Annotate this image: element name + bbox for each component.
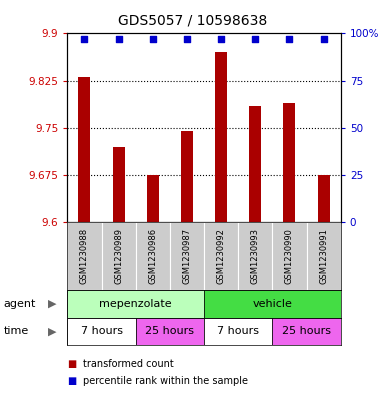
Bar (318, 175, 330, 222)
Bar (249, 106, 261, 222)
Bar (147, 175, 159, 222)
Text: GSM1230991: GSM1230991 (319, 228, 328, 284)
Text: time: time (4, 326, 29, 336)
Point (286, 36, 293, 42)
Bar (113, 147, 125, 222)
Bar (273, 318, 341, 345)
Text: ▶: ▶ (48, 299, 56, 309)
Bar (204, 290, 341, 318)
Text: ■: ■ (67, 376, 77, 386)
Text: ▶: ▶ (48, 326, 56, 336)
Text: GSM1230990: GSM1230990 (285, 228, 294, 284)
Text: GDS5057 / 10598638: GDS5057 / 10598638 (118, 14, 267, 28)
Text: GSM1230986: GSM1230986 (148, 228, 157, 284)
Text: mepenzolate: mepenzolate (99, 299, 172, 309)
Point (218, 36, 224, 42)
Text: GSM1230992: GSM1230992 (217, 228, 226, 284)
Bar (67, 222, 102, 290)
Bar (283, 103, 295, 222)
Bar (67, 318, 136, 345)
Text: transformed count: transformed count (83, 358, 174, 369)
Bar (238, 222, 273, 290)
Text: GSM1230993: GSM1230993 (251, 228, 260, 284)
Text: vehicle: vehicle (253, 299, 292, 309)
Text: ■: ■ (67, 358, 77, 369)
Bar (79, 77, 90, 222)
Bar (273, 222, 306, 290)
Bar (306, 222, 341, 290)
Text: percentile rank within the sample: percentile rank within the sample (83, 376, 248, 386)
Text: GSM1230989: GSM1230989 (114, 228, 123, 284)
Point (321, 36, 327, 42)
Bar (136, 318, 204, 345)
Text: agent: agent (4, 299, 36, 309)
Point (116, 36, 122, 42)
Point (184, 36, 190, 42)
Bar (204, 222, 238, 290)
Text: 25 hours: 25 hours (146, 326, 194, 336)
Text: 7 hours: 7 hours (80, 326, 122, 336)
Point (252, 36, 258, 42)
Bar (170, 222, 204, 290)
Text: GSM1230987: GSM1230987 (182, 228, 191, 284)
Bar (181, 131, 193, 222)
Bar (67, 290, 204, 318)
Bar (215, 52, 227, 222)
Text: 7 hours: 7 hours (217, 326, 259, 336)
Bar (102, 222, 136, 290)
Point (81, 36, 87, 42)
Bar (204, 318, 273, 345)
Text: 25 hours: 25 hours (282, 326, 331, 336)
Point (150, 36, 156, 42)
Text: GSM1230988: GSM1230988 (80, 228, 89, 284)
Bar (136, 222, 170, 290)
